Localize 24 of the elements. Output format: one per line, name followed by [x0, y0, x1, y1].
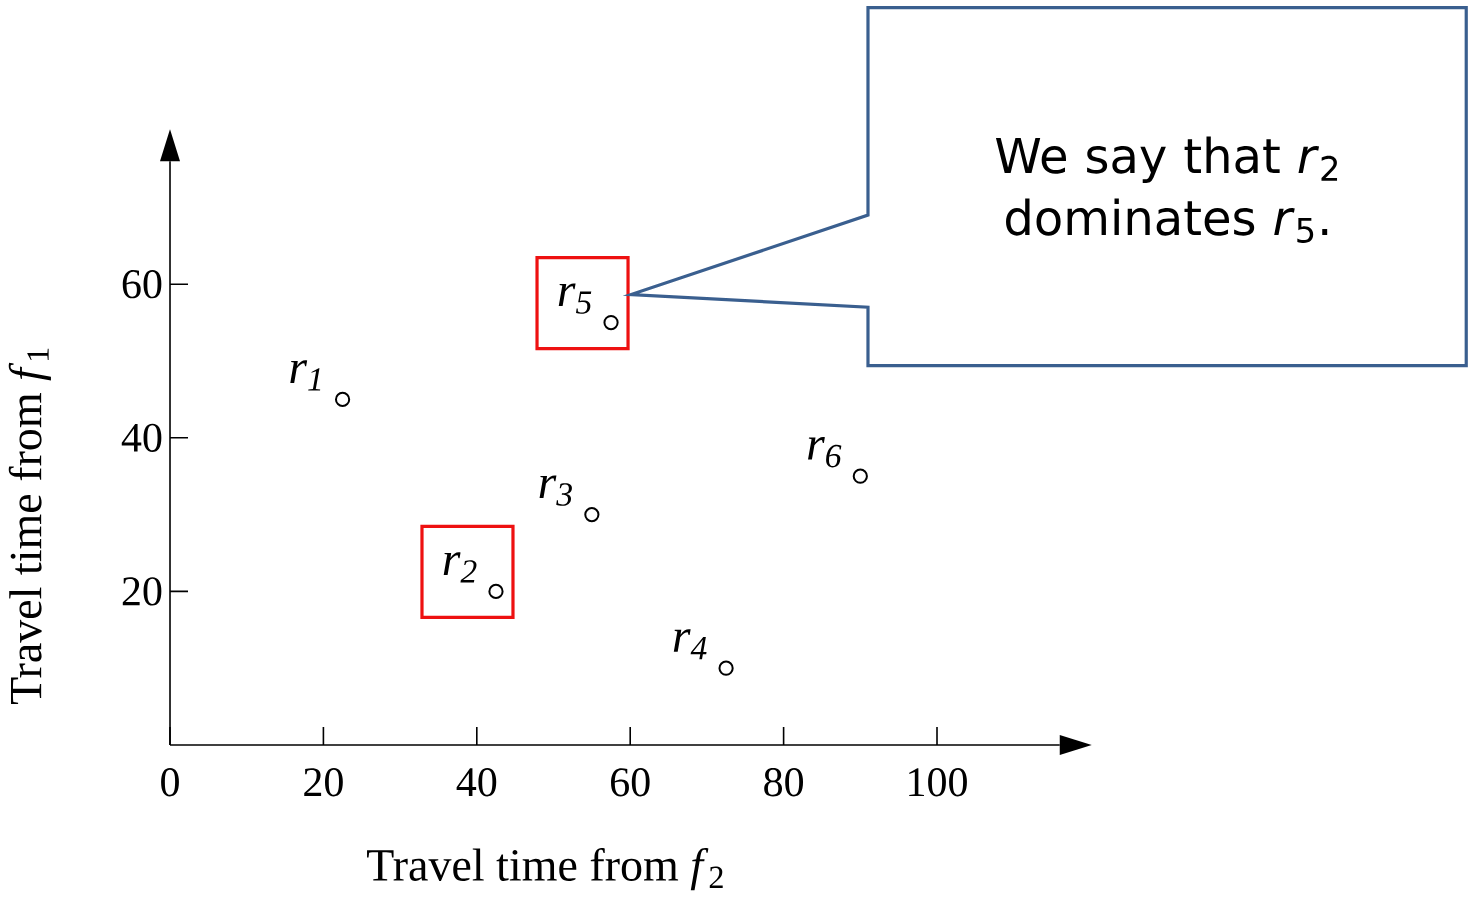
y-tick-label: 20: [122, 577, 162, 606]
text: We say that r$_{2}$ dominates r$_{5}$.: [995, 136, 1338, 243]
y-tick-label: 40: [121, 423, 162, 452]
annotation: r$_{3}$: [539, 475, 572, 506]
point: [852, 468, 868, 484]
x-axis-title: Travel time from f$_{2}$: [367, 848, 723, 891]
point: [488, 583, 504, 599]
x-tick-label: 40: [456, 768, 497, 797]
annotation: r$_{5}$: [558, 283, 592, 314]
x-tick-label: 20: [304, 768, 343, 797]
point: [718, 660, 734, 676]
y-tick-label: 60: [122, 270, 162, 299]
x-tick-label: 80: [764, 768, 804, 797]
x-tick-label: 100: [909, 768, 967, 797]
y-axis-title: Travel time from f$_{1}$: [8, 348, 51, 705]
x-tick-label: 60: [611, 768, 650, 797]
point: [603, 314, 619, 331]
annotation: r$_{4}$: [673, 629, 707, 660]
x-tick-label: 0: [161, 768, 179, 797]
point: [584, 506, 600, 523]
annotation: r$_{2}$: [443, 552, 477, 583]
annotation: r$_{1}$: [290, 360, 321, 391]
annotation: r$_{6}$: [808, 436, 842, 468]
point: [334, 391, 351, 407]
